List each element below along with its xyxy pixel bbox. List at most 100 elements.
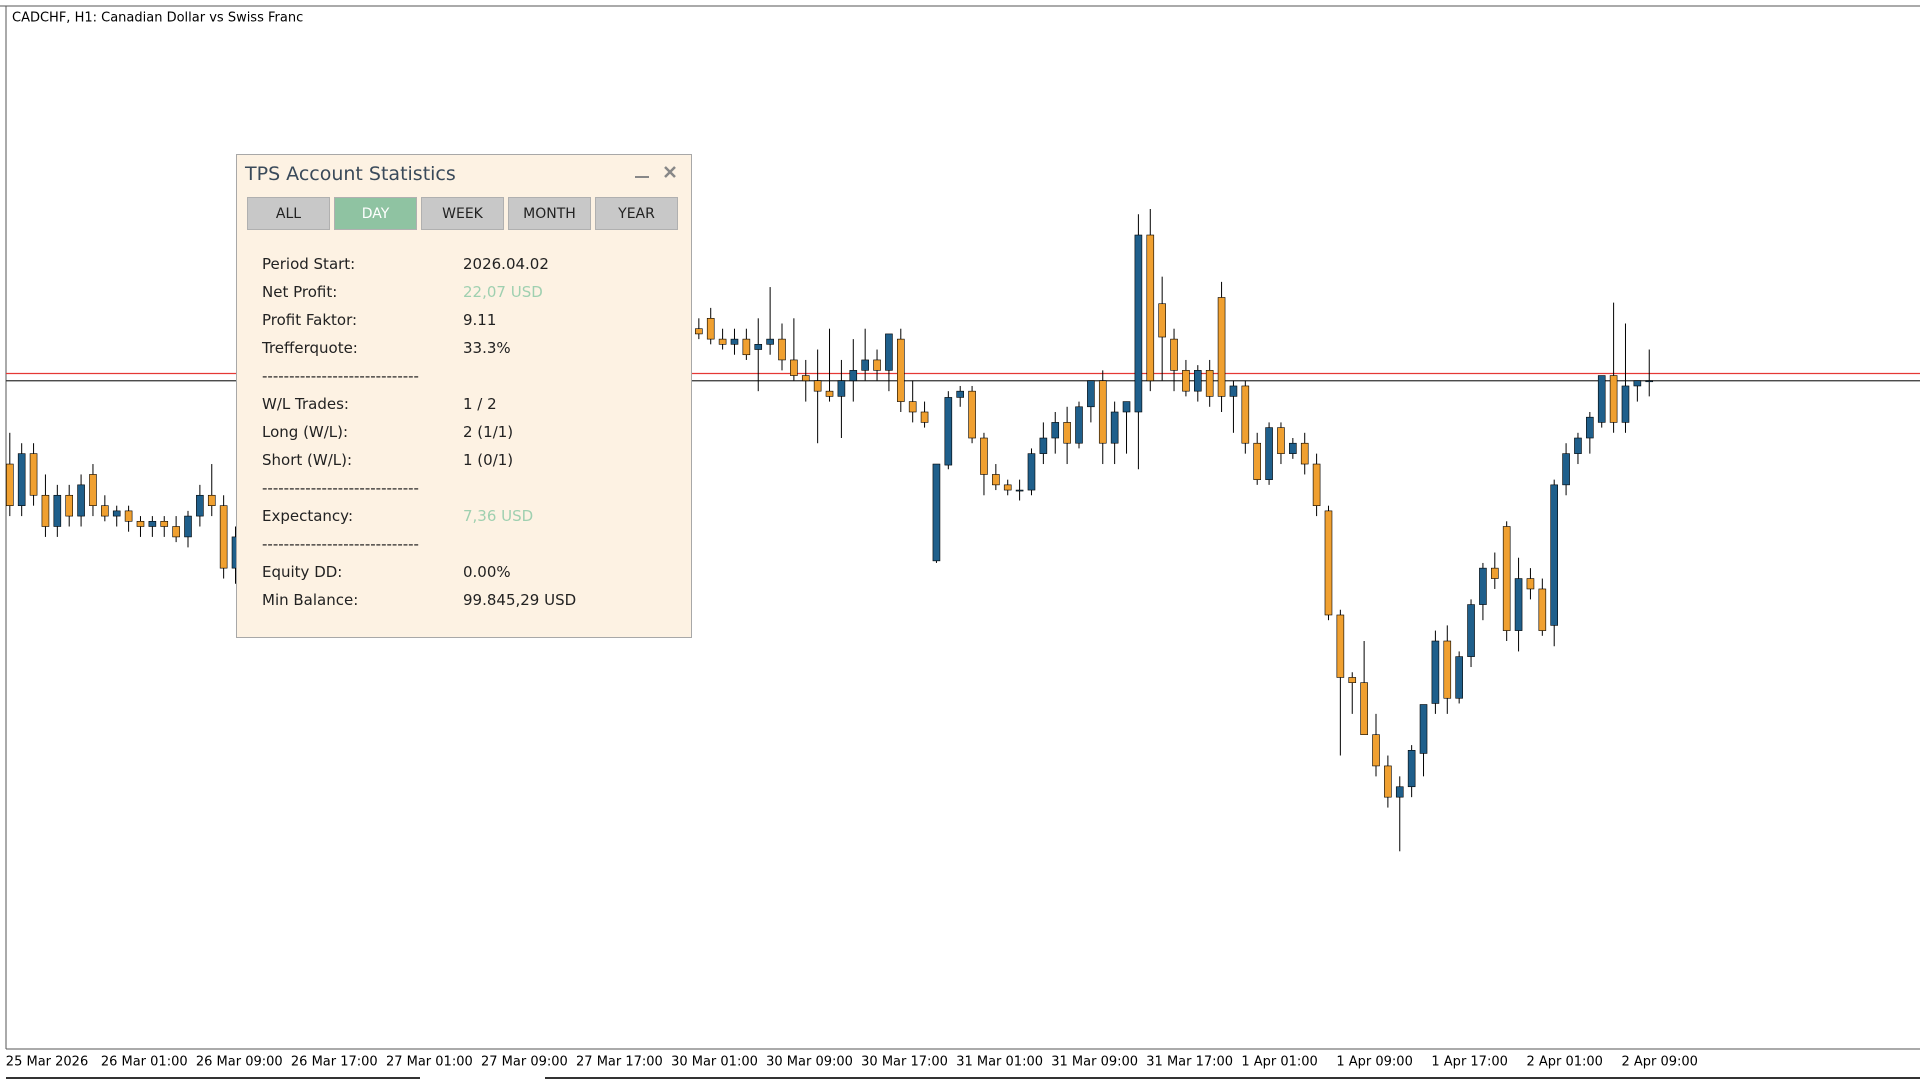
x-tick-label: 27 Mar 17:00 [576, 1055, 663, 1070]
candle-body [1384, 765, 1392, 798]
candle-body [1419, 704, 1428, 754]
candle-body [1146, 234, 1155, 382]
candle-body [1336, 614, 1345, 678]
candle-body [718, 338, 727, 345]
x-tick-label: 30 Mar 17:00 [861, 1055, 948, 1070]
x-tick-label: 2 Apr 09:00 [1621, 1055, 1698, 1070]
candle-body [944, 397, 953, 466]
candle-body [184, 515, 192, 538]
candle-body [695, 328, 703, 335]
candle-body [790, 359, 798, 376]
candle-body [1526, 578, 1535, 590]
stat-value: 1 (0/1) [463, 451, 514, 469]
candle-body [837, 380, 846, 397]
candle-body [1194, 370, 1202, 392]
candle-body [1087, 380, 1095, 408]
candle-body [885, 333, 893, 371]
stat-label: W/L Trades: [262, 395, 349, 413]
candle-body [41, 494, 50, 527]
period-tab[interactable]: DAY [334, 197, 417, 230]
candle-body [908, 401, 917, 413]
candle-body [1372, 734, 1380, 767]
candle-body [1360, 682, 1368, 736]
candle-body [1348, 677, 1357, 683]
candle-body [861, 359, 869, 371]
candle-body [896, 338, 905, 402]
candle-body [980, 437, 988, 475]
x-tick-label: 2 Apr 01:00 [1526, 1055, 1603, 1070]
candle-body [813, 380, 822, 392]
candle-body [17, 453, 26, 506]
candle-body [219, 505, 228, 569]
candle-body [766, 338, 774, 345]
candle-body [730, 338, 739, 345]
stat-label: Long (W/L): [262, 423, 349, 441]
candle-body [825, 390, 834, 397]
stat-value: 7,36 USD [463, 507, 534, 525]
panel-title: TPS Account Statistics [245, 163, 456, 185]
stat-value: 0.00% [463, 563, 511, 581]
candle-body [706, 317, 715, 340]
candle-body [1075, 406, 1083, 444]
stat-value: 33.3% [463, 339, 511, 357]
candle-body [1265, 427, 1273, 480]
candle-body [873, 359, 881, 371]
stat-value: 99.845,29 USD [463, 591, 577, 609]
candle-body [1110, 411, 1119, 444]
candle-body [53, 494, 62, 527]
candle-body [112, 510, 121, 517]
candle-body [849, 370, 858, 382]
candle-body [77, 484, 85, 517]
x-tick-label: 25 Mar 2026 [6, 1055, 88, 1070]
candle-body [1491, 567, 1499, 579]
stat-label: Net Profit: [262, 283, 338, 301]
candle-body [932, 463, 941, 562]
x-tick-label: 26 Mar 17:00 [291, 1055, 378, 1070]
candle-body [196, 494, 204, 517]
candle-body [6, 463, 14, 506]
candle-body [1182, 370, 1190, 392]
period-tab[interactable]: YEAR [595, 197, 678, 230]
stat-value: 9.11 [463, 311, 497, 329]
x-tick-label: 1 Apr 01:00 [1241, 1055, 1318, 1070]
close-button[interactable] [664, 166, 676, 178]
candle-body [1586, 416, 1594, 439]
stat-value: 22,07 USD [463, 283, 543, 301]
stat-label: Trefferquote: [262, 339, 358, 357]
stat-value: 2 (1/1) [463, 423, 514, 441]
candle-body [1407, 750, 1416, 788]
candle-body [1467, 604, 1475, 657]
candle-body [101, 505, 109, 517]
candle-body [778, 338, 786, 361]
stats-panel: TPS Account Statistics ALL DAY WEEK MONTH YE… [236, 154, 692, 638]
candle-body [1229, 385, 1238, 397]
stat-label: Equity DD: [262, 563, 343, 581]
x-tick-label: 31 Mar 01:00 [956, 1055, 1043, 1070]
candle-body [1633, 380, 1642, 387]
candle-body [1645, 380, 1654, 383]
stat-label: Short (W/L): [262, 451, 353, 469]
period-tabs: ALL DAY WEEK MONTH YEAR [247, 197, 678, 230]
stat-label: ----------------------------- [262, 535, 419, 553]
candle-body [1443, 640, 1452, 699]
candle-body [1538, 588, 1547, 631]
candle-body [1241, 385, 1250, 444]
candle-body [1098, 380, 1107, 444]
candle-body [172, 526, 180, 538]
candle-body [89, 474, 97, 506]
period-tab[interactable]: MONTH [508, 197, 591, 230]
stat-label: ----------------------------- [262, 479, 419, 497]
candle-body [1395, 786, 1404, 798]
period-tab[interactable]: ALL [247, 197, 330, 230]
candle-body [1597, 375, 1606, 423]
x-tick-label: 26 Mar 01:00 [101, 1055, 188, 1070]
candle-body [1431, 640, 1440, 704]
x-tick-label: 31 Mar 09:00 [1051, 1055, 1138, 1070]
period-tab[interactable]: WEEK [421, 197, 504, 230]
candle-body [992, 474, 1000, 486]
candle-body [1621, 385, 1630, 423]
candle-body [1514, 578, 1523, 631]
candle-body [1015, 489, 1024, 492]
candle-body [742, 338, 751, 356]
